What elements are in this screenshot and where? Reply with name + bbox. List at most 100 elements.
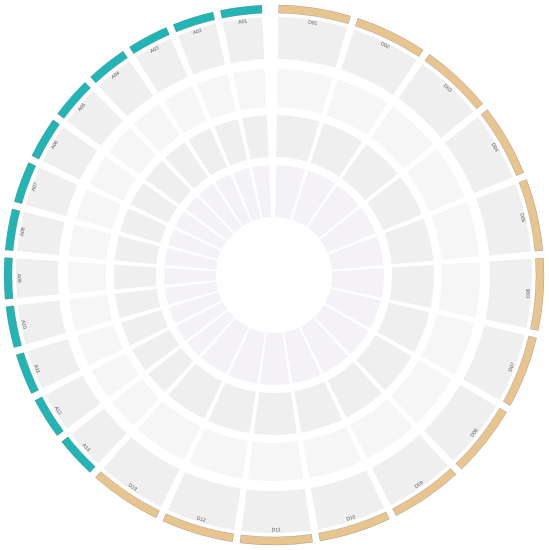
track-outer <box>98 61 154 117</box>
chromosome-band <box>61 436 96 473</box>
track-outer <box>485 258 532 329</box>
chromosome-label: A01 <box>238 19 248 26</box>
track-3 <box>132 329 180 371</box>
chromosome-band <box>4 208 21 251</box>
track-2 <box>77 324 124 366</box>
track-3 <box>367 177 423 231</box>
track-outer <box>71 408 127 464</box>
track-2 <box>350 399 413 459</box>
track-3 <box>355 334 412 391</box>
chromosome-label: A11 <box>32 364 41 374</box>
track-inner <box>164 281 219 305</box>
chromosome-band <box>530 257 545 331</box>
chromosome-label: D04 <box>490 142 500 153</box>
chromosome-label: A12 <box>53 405 63 416</box>
track-3 <box>115 288 161 319</box>
track-inner <box>164 248 218 270</box>
chromosome-band <box>95 471 160 519</box>
track-3 <box>168 363 223 419</box>
track-outer <box>103 437 180 508</box>
track-3 <box>341 144 398 201</box>
track-2 <box>137 401 201 461</box>
chromosome-label: D06 <box>525 288 532 298</box>
chromosome-band <box>57 82 91 119</box>
track-inner <box>201 318 249 374</box>
track-outer <box>424 384 497 461</box>
track-outer <box>25 167 78 217</box>
track-2 <box>276 69 333 114</box>
chromosome-band <box>13 162 37 204</box>
chromosome-label: A10 <box>20 320 28 330</box>
chromosome-label: D08 <box>469 428 480 439</box>
track-outer <box>463 325 525 400</box>
track-outer <box>27 338 80 389</box>
track-3 <box>242 115 269 160</box>
track-3 <box>188 128 227 176</box>
track-outer <box>310 470 385 530</box>
track-outer <box>17 300 66 345</box>
chromosome-label: A07 <box>31 182 40 193</box>
track-inner <box>176 301 228 341</box>
track-2 <box>133 104 181 152</box>
track-3 <box>148 347 194 393</box>
track-3 <box>120 208 167 243</box>
track-outer <box>476 183 531 256</box>
chromosome-band <box>5 305 22 348</box>
chromosome-band <box>172 11 215 33</box>
chromosome-band <box>34 396 64 436</box>
track-3 <box>208 382 256 434</box>
track-outer <box>371 434 448 506</box>
track-2 <box>390 360 452 424</box>
chromosome-band <box>503 335 537 406</box>
track-2 <box>421 314 475 375</box>
track-outer <box>45 375 101 429</box>
track-2 <box>69 294 113 331</box>
chromosome-band <box>220 5 263 19</box>
track-2 <box>75 189 122 230</box>
track-inner <box>283 327 322 384</box>
track-2 <box>248 441 304 481</box>
track-inner <box>228 327 266 384</box>
chromosome-label: A09 <box>16 274 22 283</box>
track-2 <box>233 69 267 111</box>
track-2 <box>89 156 137 201</box>
track-2 <box>326 79 388 135</box>
chromosome-band <box>239 534 313 546</box>
track-outer <box>17 211 65 256</box>
chromosome-band <box>3 257 14 300</box>
chromosome-band <box>278 4 351 24</box>
chromosome-band <box>318 511 390 542</box>
track-2 <box>431 202 480 260</box>
chromosome-label: D10 <box>346 514 357 523</box>
track-2 <box>406 148 465 212</box>
track-3 <box>214 119 248 166</box>
chromosome-label: D03 <box>442 83 453 94</box>
track-3 <box>384 218 434 265</box>
track-inner <box>185 196 234 241</box>
track-2 <box>91 353 140 398</box>
track-inner <box>291 170 335 227</box>
track-inner <box>275 165 306 220</box>
track-2 <box>370 106 434 169</box>
track-2 <box>302 426 363 478</box>
track-inner <box>168 292 222 324</box>
chromosome-band <box>162 513 234 542</box>
chromosome-label: A13 <box>81 442 92 453</box>
track-inner <box>199 183 242 233</box>
chromosome-label: D11 <box>272 527 281 533</box>
track-outer <box>222 17 265 64</box>
track-3 <box>253 391 297 435</box>
track-outer <box>67 90 123 146</box>
track-3 <box>113 264 157 290</box>
track-inner <box>175 211 227 250</box>
chromosome-band <box>455 407 507 470</box>
track-inner <box>168 229 222 260</box>
track-inner <box>330 268 384 298</box>
chromosome-label: D09 <box>414 480 425 490</box>
chromosome-band <box>518 179 544 252</box>
track-2 <box>111 378 160 426</box>
track-inner <box>307 185 360 239</box>
chromosome-label: A04 <box>110 70 121 80</box>
track-inner <box>232 167 261 222</box>
track-outer <box>167 471 241 530</box>
